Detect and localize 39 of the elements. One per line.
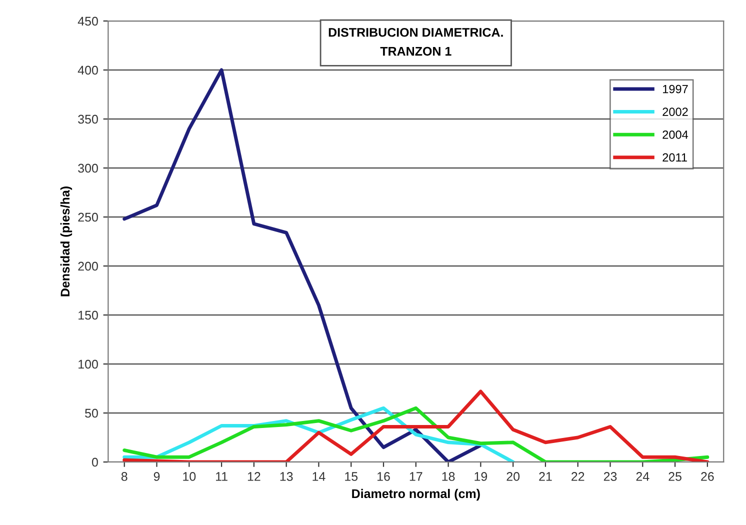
- y-tick-label: 100: [78, 360, 98, 369]
- y-tick-label: 0: [92, 458, 98, 467]
- y-tick-label: 200: [78, 262, 98, 271]
- x-tick-label: 8: [121, 472, 128, 481]
- x-tick-label: 13: [280, 472, 293, 481]
- x-tick-label: 19: [474, 472, 488, 481]
- x-tick-label: 11: [216, 472, 228, 481]
- legend-label: 2004: [662, 130, 688, 139]
- y-axis-title: Densidad (pies/ha): [60, 186, 72, 296]
- y-tick-label: 250: [78, 212, 98, 222]
- x-tick-label: 16: [378, 472, 390, 481]
- text: DISTRIBUCION DIAMETRICA. TRANZON 1: [328, 28, 503, 56]
- y-tick-label: 450: [78, 16, 98, 26]
- x-tick-label: 17: [410, 472, 422, 481]
- x-tick-label: 22: [572, 472, 584, 481]
- x-axis-title: Diametro normal (cm): [352, 488, 480, 501]
- y-tick-label: 150: [78, 310, 98, 320]
- legend-label: 2011: [662, 153, 687, 162]
- y-tick-label: 350: [78, 114, 98, 124]
- x-tick-label: 9: [154, 472, 160, 481]
- line-series: [122, 68, 482, 462]
- x-tick-label: 23: [604, 472, 617, 481]
- x-tick-label: 10: [183, 472, 196, 481]
- line-series: [122, 390, 710, 462]
- x-tick-label: 12: [248, 472, 260, 481]
- y-tick-label: 400: [78, 66, 98, 75]
- x-tick-label: 15: [345, 472, 358, 481]
- x-tick-label: 25: [668, 472, 682, 481]
- x-tick-label: 21: [539, 472, 552, 481]
- x-tick-label: 26: [701, 472, 714, 481]
- y-tick-label: 50: [85, 408, 98, 418]
- line-series: [122, 406, 710, 462]
- x-tick-label: 14: [312, 472, 326, 481]
- legend-label: 1997: [663, 84, 688, 94]
- legend-label: 2002: [662, 108, 688, 116]
- x-tick-label: 20: [506, 472, 520, 481]
- y-tick-label: 300: [78, 164, 98, 173]
- x-tick-label: 24: [636, 472, 650, 481]
- x-tick-label: 18: [442, 472, 455, 481]
